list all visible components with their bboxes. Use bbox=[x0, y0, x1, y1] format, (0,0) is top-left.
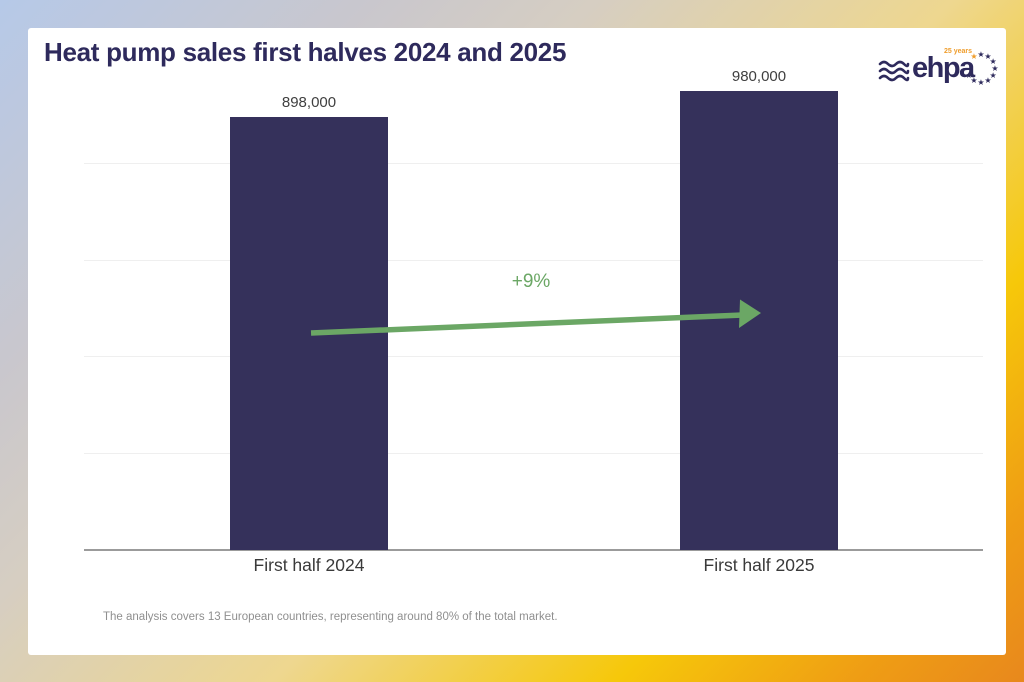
ehpa-wordmark: ehpa bbox=[912, 52, 975, 84]
x-axis-line bbox=[84, 549, 983, 551]
eu-stars-icon: ★ ★ ★ ★ ★ ★ ★ ★ ★ ★ bbox=[965, 50, 999, 87]
bar-value-label-2024: 898,000 bbox=[281, 94, 337, 112]
x-axis-label-2024: First half 2024 bbox=[253, 555, 365, 575]
percent-change-label: +9% bbox=[511, 271, 551, 292]
growth-arrow bbox=[310, 299, 761, 336]
chart-card: Heat pump sales first halves 2024 and 20… bbox=[28, 28, 1006, 655]
ehpa-logo: ehpa 25 years ★ ★ ★ ★ ★ ★ ★ ★ ★ ★ bbox=[878, 44, 999, 96]
bar-group-2025: 980,000 bbox=[680, 68, 838, 550]
bar-chart: 898,000 980,000 +9% First half 2024 Firs… bbox=[84, 68, 983, 575]
bar-2025 bbox=[680, 91, 838, 550]
bar-2024 bbox=[230, 117, 388, 550]
bar-group-2024: 898,000 bbox=[230, 68, 388, 550]
footnote: The analysis covers 13 European countrie… bbox=[103, 611, 558, 623]
x-axis-label-2025: First half 2025 bbox=[703, 555, 815, 575]
ehpa-25-years-badge: 25 years bbox=[944, 48, 973, 55]
waves-icon bbox=[878, 60, 910, 82]
chart-title: Heat pump sales first halves 2024 and 20… bbox=[44, 37, 567, 67]
bar-value-label-2025: 980,000 bbox=[731, 68, 787, 85]
